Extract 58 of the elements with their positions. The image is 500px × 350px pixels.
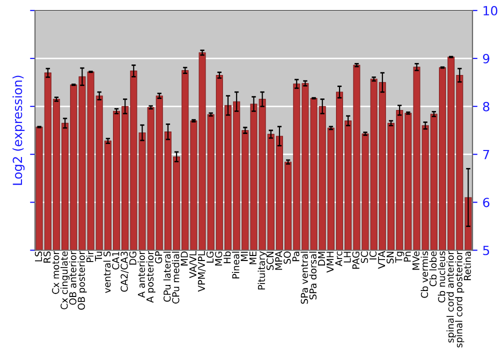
x-tick-label: SO bbox=[284, 251, 291, 264]
x-tick-label: Cb nucleus bbox=[438, 251, 446, 303]
x-tick-label: VTA bbox=[378, 251, 386, 269]
x-tick-label: spinal cord posterior bbox=[455, 250, 464, 348]
x-tick-label: Pituitary bbox=[258, 251, 267, 290]
y-tick-label: 7 bbox=[483, 150, 490, 160]
x-tick-label: Cb vermis bbox=[420, 251, 428, 298]
x-tick-label: MVe bbox=[412, 251, 420, 270]
x-tick-label: ventral S bbox=[103, 251, 111, 294]
y-axis-title: Log2 (expression) bbox=[12, 76, 25, 185]
x-tick-label: Retina bbox=[464, 252, 471, 280]
x-tick-label: CA1 bbox=[112, 252, 120, 270]
x-tick-label: MG bbox=[215, 252, 222, 266]
x-tick-label: GP bbox=[154, 251, 162, 264]
x-tick-label: RS bbox=[43, 251, 51, 263]
x-tick-label: MD bbox=[180, 252, 188, 266]
y-tick-label: 6 bbox=[483, 198, 490, 208]
x-tick-label: SCN bbox=[266, 252, 274, 270]
x-tick-label: DG bbox=[129, 252, 136, 265]
x-tick-label: SPa dorsal bbox=[309, 252, 317, 300]
x-tick-label: spinal cord anterior bbox=[446, 250, 456, 343]
x-tick-label: SPa ventral bbox=[300, 252, 308, 304]
x-tick-label: PAG bbox=[352, 252, 360, 269]
y-tick-label: 10 bbox=[484, 6, 498, 16]
y-tick-label: 8 bbox=[483, 102, 490, 112]
x-tick-label: Cx cingulate bbox=[60, 251, 70, 310]
x-tick-label: IC bbox=[369, 251, 377, 260]
x-tick-label: VA/VL bbox=[189, 250, 198, 278]
x-tick-label: Pn bbox=[404, 252, 411, 262]
x-tick-label: VMH bbox=[326, 252, 334, 273]
x-tick-label: Pineal bbox=[232, 252, 240, 278]
x-tick-label: A posterior bbox=[146, 250, 156, 303]
x-tick-label: CPu medial bbox=[172, 252, 180, 304]
x-tick-label: Cx motor bbox=[52, 250, 60, 294]
x-tick-label: VPM/VPL bbox=[198, 250, 206, 292]
x-tick-label: LS bbox=[34, 251, 42, 262]
x-tick-label: SN bbox=[386, 252, 394, 264]
y-tick-label: 9 bbox=[483, 54, 490, 64]
x-tick-label: Tu bbox=[95, 252, 102, 262]
x-tick-label: LG bbox=[206, 252, 214, 263]
x-tick-label: Cb lobe bbox=[429, 251, 437, 286]
x-tick-label: MPA bbox=[275, 251, 282, 270]
x-tick-label: Hb bbox=[223, 251, 231, 264]
x-tick-label: CA2/CA3 bbox=[120, 252, 129, 292]
x-tick-label: MI bbox=[240, 252, 248, 261]
x-tick-label: OB posterior bbox=[78, 250, 87, 310]
x-tick-label: Pir bbox=[86, 250, 94, 262]
y-tick-label: 5 bbox=[483, 246, 490, 256]
x-tick-label: OB anterior bbox=[69, 250, 76, 305]
x-tick-label: DM bbox=[318, 252, 325, 266]
x-tick-label: ME bbox=[249, 252, 256, 264]
x-tick-label: LH bbox=[344, 252, 351, 262]
x-tick-label: SC bbox=[360, 251, 368, 263]
x-tick-label: Tg bbox=[395, 252, 404, 263]
x-tick-label: A anterior bbox=[138, 250, 145, 298]
x-tick-label: Pa bbox=[292, 252, 300, 262]
x-tick-label: Arc bbox=[335, 252, 342, 266]
x-tick-label: CPu lateral bbox=[163, 252, 171, 302]
